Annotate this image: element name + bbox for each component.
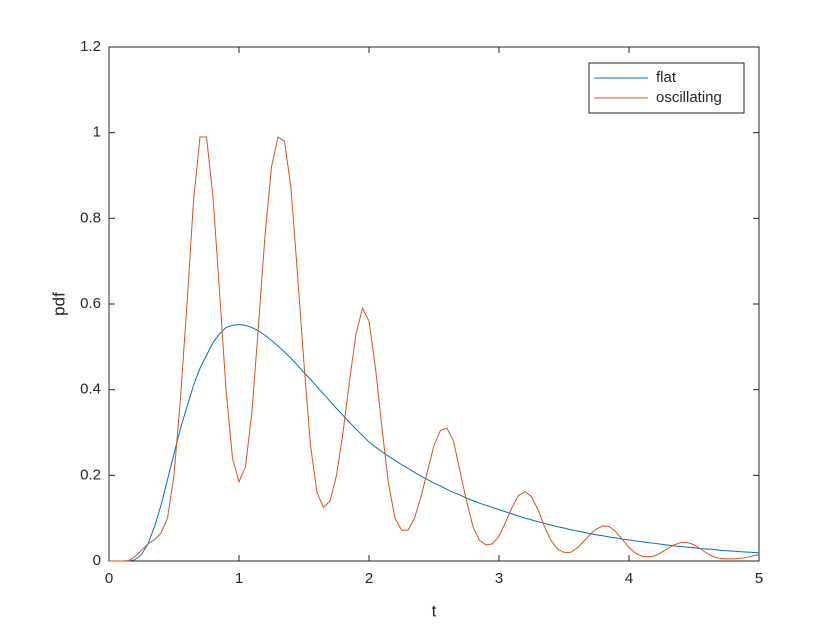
legend-label: flat	[656, 69, 677, 86]
x-tick-label: 5	[755, 570, 763, 587]
y-tick-label: 1	[93, 124, 101, 141]
x-tick-label: 0	[105, 570, 113, 587]
line-series	[109, 136, 760, 562]
y-tick-label: 0	[93, 552, 101, 569]
legend-label: oscillating	[656, 89, 722, 106]
x-axis-label: t	[432, 601, 437, 620]
y-tick-label: 0.8	[80, 209, 101, 226]
x-tick-label: 2	[365, 570, 373, 587]
x-tick-label: 4	[625, 570, 633, 587]
y-tick-label: 1.2	[80, 38, 101, 55]
x-tick-label: 1	[235, 570, 243, 587]
y-tick-label: 0.6	[80, 295, 101, 312]
y-tick-label: 0.2	[80, 466, 101, 483]
y-axis-label: pdf	[49, 292, 68, 316]
legend-box	[588, 62, 745, 114]
line-series	[109, 324, 760, 562]
x-tick-label: 3	[495, 570, 503, 587]
y-tick-label: 0.4	[80, 381, 101, 398]
